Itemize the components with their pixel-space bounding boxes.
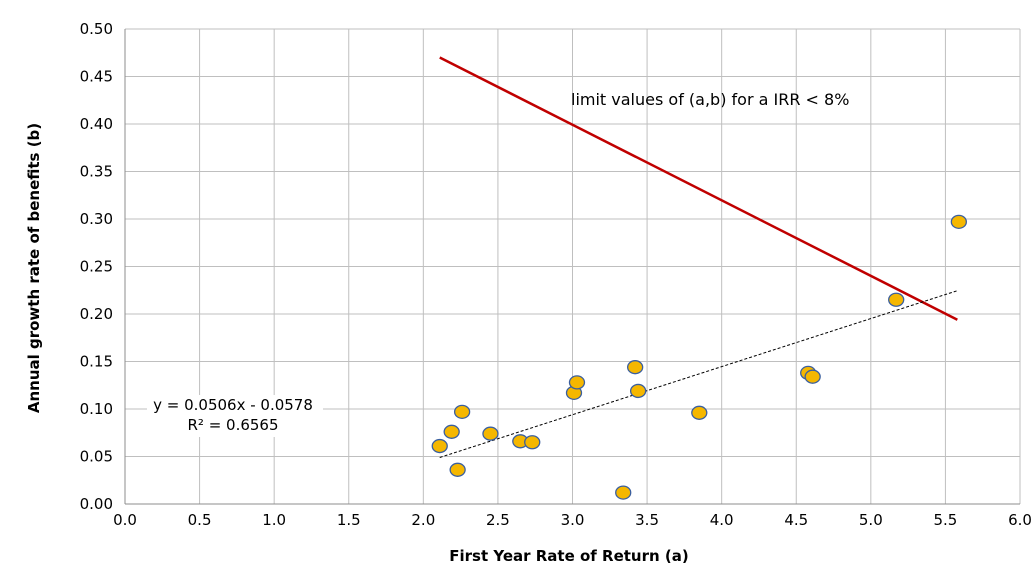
y-tick-label: 0.40 — [80, 115, 113, 133]
lines — [439, 56, 958, 458]
x-tick-label: 1.0 — [262, 511, 286, 529]
x-tick-label: 4.5 — [784, 511, 808, 529]
y-tick-label: 0.05 — [80, 448, 113, 466]
y-tick-label: 0.45 — [80, 68, 113, 86]
y-tick-label: 0.00 — [80, 495, 113, 513]
y-tick-labels: 0.00 0.05 0.10 0.15 0.20 0.25 0.30 0.35 0.40 0.45… — [80, 20, 113, 513]
data-point — [804, 369, 821, 384]
x-tick-label: 2.5 — [486, 511, 510, 529]
y-tick-label: 0.20 — [80, 305, 113, 323]
x-tick-label: 3.0 — [561, 511, 585, 529]
data-point — [482, 426, 499, 441]
data-point — [443, 424, 460, 439]
data-point — [568, 375, 586, 390]
limit-line — [439, 56, 958, 321]
x-tick-label: 6.0 — [1008, 511, 1032, 529]
data-point — [691, 405, 708, 420]
x-tick-label: 5.0 — [859, 511, 883, 529]
data-point — [453, 404, 471, 420]
x-tick-label: 0.0 — [113, 511, 137, 529]
data-point — [449, 462, 466, 477]
trendline-equation: y = 0.0506x - 0.0578 — [153, 396, 313, 414]
x-tick-label: 0.5 — [188, 511, 212, 529]
x-tick-label: 3.5 — [635, 511, 659, 529]
y-tick-label: 0.10 — [80, 400, 113, 418]
y-tick-label: 0.50 — [80, 20, 113, 38]
y-axis-title: Annual growth rate of benefits (b) — [25, 123, 43, 413]
data-point — [627, 360, 644, 375]
y-tick-label: 0.35 — [80, 163, 113, 181]
y-tick-label: 0.15 — [80, 353, 113, 371]
data-points — [431, 214, 967, 500]
limit-line-label: limit values of (a,b) for a IRR < 8% — [571, 90, 849, 109]
x-tick-label: 4.0 — [710, 511, 734, 529]
equation-background — [147, 395, 323, 437]
y-tick-label: 0.30 — [80, 210, 113, 228]
x-tick-label: 2.0 — [411, 511, 435, 529]
data-point — [615, 485, 632, 500]
y-tick-label: 0.25 — [80, 258, 113, 276]
trendline-r-squared: R² = 0.6565 — [187, 416, 278, 434]
grid — [124, 28, 1021, 505]
trendline — [439, 290, 958, 458]
data-point — [431, 438, 448, 454]
x-tick-labels: 0.0 0.5 1.0 1.5 2.0 2.5 3.0 3.5 4.0 4.5 5.0 5.5 6.0 — [113, 511, 1032, 529]
x-tick-label: 5.5 — [933, 511, 957, 529]
data-point — [888, 292, 905, 307]
data-point — [950, 214, 967, 230]
x-axis-title: First Year Rate of Return (a) — [449, 547, 689, 565]
data-point — [629, 383, 647, 399]
x-tick-label: 1.5 — [337, 511, 361, 529]
data-point — [524, 435, 541, 450]
